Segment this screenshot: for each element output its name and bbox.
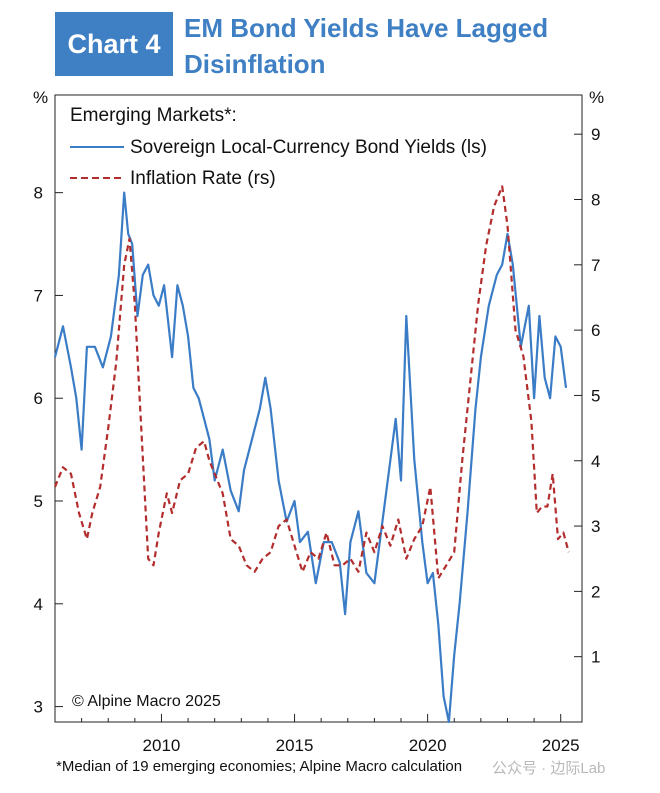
- y-right-tick-label: 2: [591, 582, 600, 601]
- y-right-tick-label: 4: [591, 452, 600, 471]
- chart-title-line-1: EM Bond Yields Have Lagged: [184, 13, 549, 43]
- x-tick-label: 2010: [143, 736, 181, 755]
- chart-number-badge: Chart 4: [55, 12, 173, 76]
- y-left-tick-label: 4: [34, 595, 43, 614]
- y-right-tick-label: 3: [591, 517, 600, 536]
- y-right-unit: %: [589, 88, 604, 107]
- legend-title: Emerging Markets*:: [70, 105, 237, 126]
- series-layer: [53, 185, 570, 724]
- y-left-tick-label: 5: [34, 492, 43, 511]
- y-left-axis: 3 4 5 6 7 8: [34, 184, 63, 717]
- y-right-tick-label: 7: [591, 256, 600, 275]
- legend-label-inflation: Inflation Rate (rs): [130, 168, 276, 189]
- y-left-tick-label: 7: [34, 286, 43, 305]
- copyright-note: © Alpine Macro 2025: [72, 693, 221, 710]
- chart-header: Chart 4 EM Bond Yields Have Lagged Disin…: [0, 0, 660, 92]
- y-right-tick-label: 5: [591, 386, 600, 405]
- y-right-tick-label: 9: [591, 125, 600, 144]
- plot-frame: [54, 94, 583, 723]
- chart-title: EM Bond Yields Have Lagged Disinflation: [184, 10, 604, 82]
- x-tick-label: 2025: [542, 736, 580, 755]
- x-tick-label: 2020: [409, 736, 447, 755]
- x-axis: 2010 2015 2020 2025: [54, 714, 580, 755]
- series-line-bond-yields: [53, 191, 568, 724]
- y-left-unit: %: [33, 88, 48, 107]
- x-tick-label: 2015: [276, 736, 314, 755]
- y-left-tick-label: 6: [34, 389, 43, 408]
- y-left-tick-label: 3: [34, 698, 43, 717]
- y-right-tick-label: 8: [591, 191, 600, 210]
- y-right-tick-label: 1: [591, 648, 600, 667]
- chart-title-line-2: Disinflation: [184, 49, 326, 79]
- legend-label-yields: Sovereign Local-Currency Bond Yields (ls…: [130, 137, 487, 158]
- legend: Emerging Markets*: Sovereign Local-Curre…: [70, 105, 487, 189]
- y-left-tick-label: 8: [34, 184, 43, 203]
- y-right-tick-label: 6: [591, 321, 600, 340]
- y-right-axis: 1 2 3 4 5 6 7 8 9: [574, 125, 600, 667]
- footnote: *Median of 19 emerging economies; Alpine…: [56, 758, 463, 775]
- watermark: 公众号 · 边际Lab: [492, 760, 606, 777]
